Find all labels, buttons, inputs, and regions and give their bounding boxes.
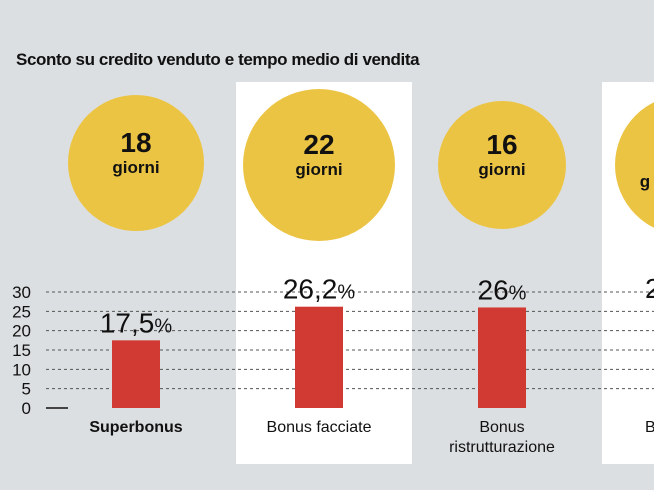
days-unit-2: giorni (478, 160, 525, 179)
value-unit-1: % (337, 282, 355, 304)
value-label-3: 2 (645, 273, 654, 304)
y-tick-label-0: 0 (22, 399, 31, 418)
days-value-2: 16 (486, 129, 517, 160)
bar-2 (478, 307, 526, 408)
value-unit-2: % (509, 282, 527, 304)
category-label-3-0: B (645, 419, 654, 436)
days-circle-0 (68, 95, 204, 231)
bar-0 (112, 340, 160, 408)
y-tick-label-10: 10 (12, 360, 31, 379)
y-tick-label-30: 30 (12, 283, 31, 302)
days-circle-3 (615, 102, 654, 228)
y-tick-label-20: 20 (12, 322, 31, 341)
y-tick-label-5: 5 (22, 380, 31, 399)
category-label-0-0: Superbonus (89, 419, 182, 436)
days-unit-1: giorni (295, 160, 342, 179)
value-label-2: 26% (478, 274, 527, 305)
category-label-2-0: Bonus (479, 419, 524, 436)
days-value-0: 18 (120, 127, 151, 158)
value-unit-0: % (154, 315, 172, 337)
value-label-0: 17,5% (100, 307, 173, 338)
category-label-2-1: ristrutturazione (449, 439, 555, 456)
days-unit-3: g (640, 172, 650, 191)
bar-1 (295, 306, 343, 408)
chart-title: Sconto su credito venduto e tempo medio … (16, 50, 420, 69)
category-label-1-0: Bonus facciate (267, 419, 372, 436)
y-tick-label-15: 15 (12, 341, 31, 360)
days-circle-1 (243, 89, 395, 241)
days-circle-2 (438, 101, 566, 229)
days-unit-0: giorni (112, 158, 159, 177)
days-value-1: 22 (303, 129, 334, 160)
y-tick-label-25: 25 (12, 302, 31, 321)
